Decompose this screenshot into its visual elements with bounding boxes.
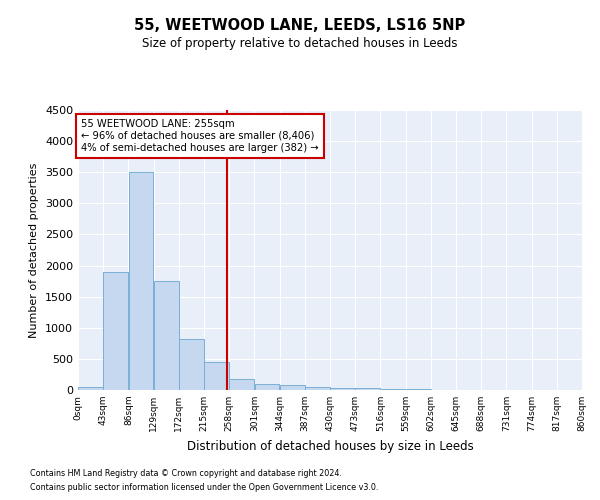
- Text: 55 WEETWOOD LANE: 255sqm
← 96% of detached houses are smaller (8,406)
4% of semi: 55 WEETWOOD LANE: 255sqm ← 96% of detach…: [81, 120, 319, 152]
- Bar: [103, 272, 128, 390]
- Bar: [229, 379, 254, 390]
- Bar: [128, 172, 154, 390]
- Bar: [78, 387, 103, 390]
- Bar: [254, 384, 280, 390]
- Bar: [179, 338, 204, 390]
- Bar: [355, 388, 380, 390]
- Text: Size of property relative to detached houses in Leeds: Size of property relative to detached ho…: [142, 38, 458, 51]
- Text: Contains HM Land Registry data © Crown copyright and database right 2024.: Contains HM Land Registry data © Crown c…: [30, 468, 342, 477]
- Bar: [305, 387, 330, 390]
- Y-axis label: Number of detached properties: Number of detached properties: [29, 162, 40, 338]
- Text: 55, WEETWOOD LANE, LEEDS, LS16 5NP: 55, WEETWOOD LANE, LEEDS, LS16 5NP: [134, 18, 466, 32]
- Bar: [330, 388, 355, 390]
- Bar: [204, 362, 229, 390]
- Bar: [280, 386, 305, 390]
- Text: Contains public sector information licensed under the Open Government Licence v3: Contains public sector information licen…: [30, 484, 379, 492]
- Bar: [380, 389, 406, 390]
- Bar: [154, 281, 179, 390]
- X-axis label: Distribution of detached houses by size in Leeds: Distribution of detached houses by size …: [187, 440, 473, 452]
